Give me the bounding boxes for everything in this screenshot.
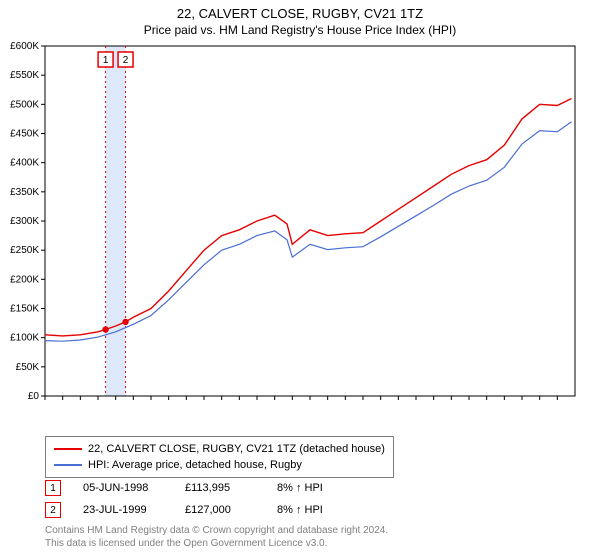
- legend-item: HPI: Average price, detached house, Rugb…: [54, 457, 385, 473]
- svg-text:£50K: £50K: [16, 362, 40, 373]
- svg-text:1: 1: [103, 55, 109, 66]
- sale-marker-icon: 1: [45, 480, 61, 496]
- price-chart: £0 £50K £100K £150K £200K £250K £300K £350K £400…: [0, 0, 600, 400]
- legend-label: 22, CALVERT CLOSE, RUGBY, CV21 1TZ (deta…: [88, 441, 385, 457]
- attribution-line: This data is licensed under the Open Gov…: [45, 537, 388, 550]
- legend-box: 22, CALVERT CLOSE, RUGBY, CV21 1TZ (deta…: [45, 436, 394, 478]
- sale-price: £113,995: [185, 482, 255, 494]
- legend-label: HPI: Average price, detached house, Rugb…: [88, 457, 302, 473]
- sale-row: 1 05-JUN-1998 £113,995 8% ↑ HPI: [45, 480, 323, 496]
- svg-text:£250K: £250K: [10, 245, 39, 256]
- sale-row: 2 23-JUL-1999 £127,000 8% ↑ HPI: [45, 502, 323, 518]
- svg-text:£150K: £150K: [10, 304, 39, 315]
- svg-text:£450K: £450K: [10, 129, 39, 140]
- sale-price: £127,000: [185, 504, 255, 516]
- svg-text:2: 2: [123, 55, 129, 66]
- attribution-text: Contains HM Land Registry data © Crown c…: [45, 524, 388, 550]
- svg-text:£550K: £550K: [10, 70, 39, 81]
- sale-marker-icon: 2: [45, 502, 61, 518]
- sale-date: 05-JUN-1998: [83, 482, 163, 494]
- svg-text:£600K: £600K: [10, 41, 39, 52]
- legend-line-icon: [54, 464, 82, 466]
- svg-text:£500K: £500K: [10, 99, 39, 110]
- svg-text:£0: £0: [28, 391, 40, 400]
- svg-text:£100K: £100K: [10, 333, 39, 344]
- svg-text:£350K: £350K: [10, 187, 39, 198]
- svg-text:£300K: £300K: [10, 216, 39, 227]
- svg-text:£400K: £400K: [10, 158, 39, 169]
- legend-line-icon: [54, 448, 82, 450]
- svg-text:£200K: £200K: [10, 274, 39, 285]
- legend-item: 22, CALVERT CLOSE, RUGBY, CV21 1TZ (deta…: [54, 441, 385, 457]
- sale-pct: 8% ↑ HPI: [277, 504, 323, 516]
- sale-pct: 8% ↑ HPI: [277, 482, 323, 494]
- sale-date: 23-JUL-1999: [83, 504, 163, 516]
- attribution-line: Contains HM Land Registry data © Crown c…: [45, 524, 388, 537]
